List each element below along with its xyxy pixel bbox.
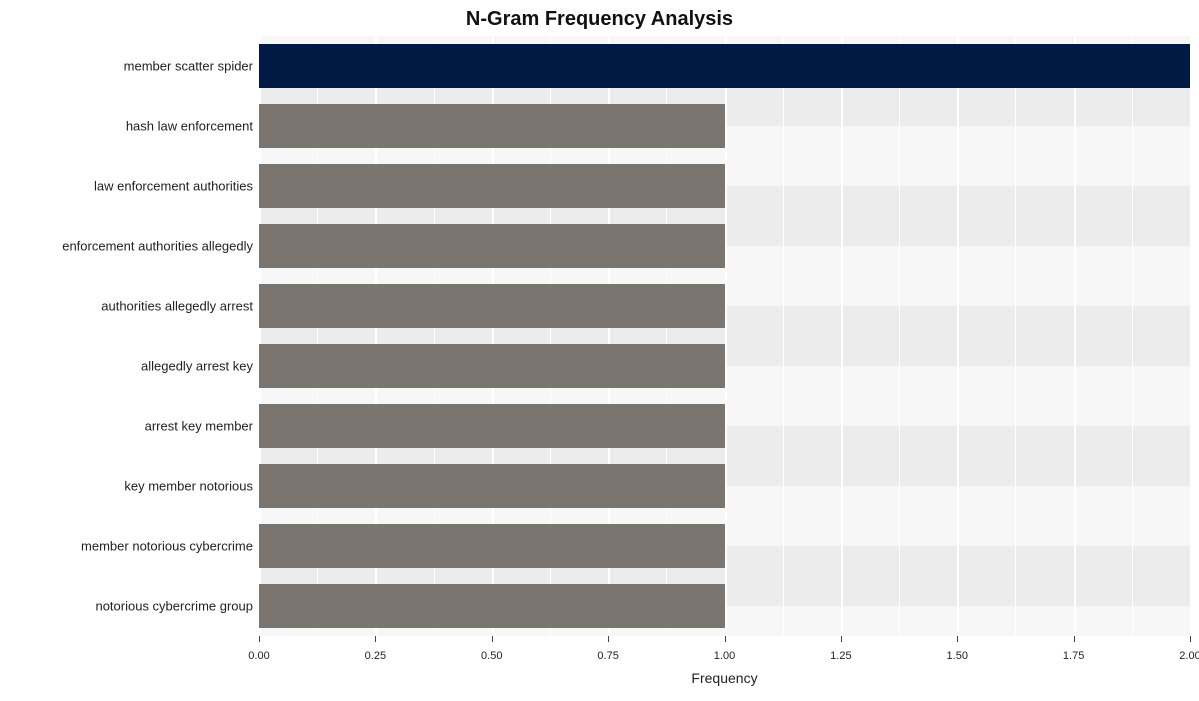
x-tick-mark [1190, 636, 1191, 642]
y-tick-label: allegedly arrest key [3, 359, 253, 374]
y-tick-label: member scatter spider [3, 59, 253, 74]
bar [259, 404, 725, 448]
x-tick-label: 0.50 [481, 650, 502, 662]
gridline-major [841, 36, 843, 636]
x-tick-mark [492, 636, 493, 642]
y-axis-labels: member scatter spider hash law enforcemen… [0, 36, 259, 636]
gridline-minor [1132, 36, 1133, 636]
y-tick-label: arrest key member [3, 419, 253, 434]
x-tick-mark [608, 636, 609, 642]
gridline-major [1074, 36, 1076, 636]
bar [259, 104, 725, 148]
bar [259, 464, 725, 508]
y-tick-label: notorious cybercrime group [3, 599, 253, 614]
y-tick-label: member notorious cybercrime [3, 539, 253, 554]
gridline-major [1190, 36, 1192, 636]
x-tick-mark [725, 636, 726, 642]
bar [259, 584, 725, 628]
gridline-minor [899, 36, 900, 636]
x-tick-mark [375, 636, 376, 642]
gridline-minor [783, 36, 784, 636]
x-tick-label: 0.75 [597, 650, 618, 662]
x-tick-mark [1074, 636, 1075, 642]
y-tick-label: hash law enforcement [3, 119, 253, 134]
bar [259, 344, 725, 388]
x-tick-mark [841, 636, 842, 642]
x-tick-label: 0.25 [365, 650, 386, 662]
plot-area [259, 36, 1190, 636]
bar [259, 224, 725, 268]
gridline-major [957, 36, 959, 636]
x-axis-title: Frequency [259, 670, 1190, 686]
x-tick-label: 1.00 [714, 650, 735, 662]
ngram-chart: N-Gram Frequency Analysis member scatter… [0, 0, 1199, 701]
y-tick-label: enforcement authorities allegedly [3, 239, 253, 254]
bar [259, 164, 725, 208]
x-tick-label: 0.00 [248, 650, 269, 662]
gridline-major [725, 36, 727, 636]
x-tick-label: 1.50 [947, 650, 968, 662]
gridline-minor [1015, 36, 1016, 636]
y-tick-label: authorities allegedly arrest [3, 299, 253, 314]
x-tick-mark [957, 636, 958, 642]
x-tick-label: 1.75 [1063, 650, 1084, 662]
x-tick-label: 2.00 [1179, 650, 1199, 662]
y-tick-label: key member notorious [3, 479, 253, 494]
x-axis: Frequency 0.000.250.500.751.001.251.501.… [259, 636, 1190, 686]
x-tick-label: 1.25 [830, 650, 851, 662]
bar [259, 284, 725, 328]
chart-title: N-Gram Frequency Analysis [0, 8, 1199, 31]
x-tick-mark [259, 636, 260, 642]
bar [259, 524, 725, 568]
y-tick-label: law enforcement authorities [3, 179, 253, 194]
bar [259, 44, 1190, 88]
